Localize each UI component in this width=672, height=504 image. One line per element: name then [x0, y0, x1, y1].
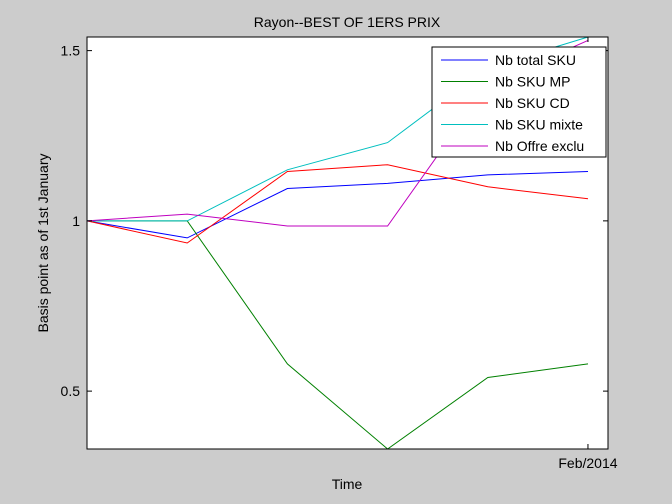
legend-label-5: Nb Offre exclu [495, 138, 584, 154]
ticks-layer: 0.5 1 1.5 Feb/2014 [61, 37, 618, 471]
x-tick-label: Feb/2014 [558, 455, 617, 471]
x-axis-label: Time [332, 476, 363, 492]
legend: Nb total SKU Nb SKU MP Nb SKU CD Nb SKU mix… [431, 46, 607, 158]
y-axis-label: Basis point as of 1st January [35, 154, 51, 333]
y-tick-label: 1 [72, 213, 80, 229]
chart-title: Rayon--BEST OF 1ERS PRIX [254, 14, 441, 30]
series-line-1 [87, 171, 589, 239]
legend-box [431, 46, 607, 158]
plot-frame [86, 36, 609, 450]
legend-label-1: Nb total SKU [495, 52, 576, 68]
legend-label-3: Nb SKU CD [495, 95, 570, 111]
legend-label-4: Nb SKU mixte [495, 117, 583, 133]
y-tick-label: 0.5 [61, 383, 81, 399]
legend-label-2: Nb SKU MP [495, 74, 570, 90]
y-tick-label: 1.5 [61, 43, 81, 59]
series-line-3 [87, 164, 589, 244]
